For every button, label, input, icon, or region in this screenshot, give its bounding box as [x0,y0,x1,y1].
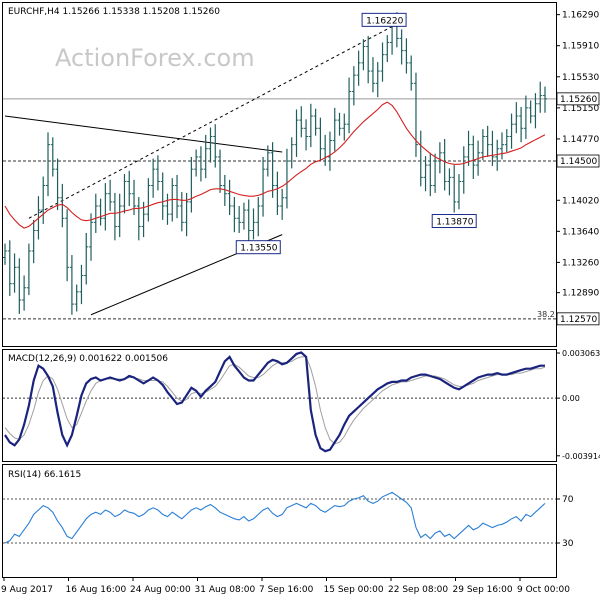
price-mark-box [556,312,600,326]
time-tick-label: 16 Aug 16:00 [66,585,127,595]
price-tick-label: 1.16290 [562,11,599,21]
price-tick-label: 1.15530 [562,73,599,83]
price-tick-label: 1.13260 [562,258,599,268]
annotation-box [431,214,477,229]
price-mark-label: 1.14500 [560,157,597,167]
price-annotation: 1.16220 [361,12,407,27]
annotation-box [235,240,281,255]
upper-dashed-trendline [28,21,401,219]
macd-title: MACD(12,26,9) 0.001622 0.001506 [8,354,168,364]
rsi-title: RSI(14) 66.1615 [8,470,81,480]
price-mark-box [556,154,600,168]
price-title: EURCHF,H4 1.15266 1.15338 1.15208 1.1526… [8,7,220,17]
price-tick-label: 1.15910 [562,42,599,52]
macd-tick-label: 0.003063 [562,349,600,358]
price-tick-label: 1.13640 [562,227,599,237]
moving-average-line [4,101,546,229]
time-tick-label: 24 Aug 00:00 [130,585,191,595]
annotation-box [361,12,407,27]
price-annotation: 1.13870 [431,214,477,229]
price-mark-box [556,92,600,106]
watermark: ActionForex.com [55,44,255,72]
descending-trendline [4,115,283,153]
macd-tick-label: -0.003914 [562,452,600,461]
rsi-panel [2,464,557,578]
price-tick-label: 1.15150 [562,104,599,114]
time-tick-label: 29 Sep 16:00 [453,585,513,595]
price-annotation: 1.13550 [235,240,281,255]
time-tick-label: 15 Sep 00:00 [324,585,384,595]
price-mark-label: 1.15260 [560,95,597,105]
rsi-tick-label: 70 [562,495,574,505]
time-tick-label: 9 Aug 2017 [1,585,53,595]
rsi-line [4,491,546,544]
macd-tick-label: 0.00 [562,394,580,403]
annotation-text: 1.16220 [366,16,403,26]
time-tick-label: 9 Oct 00:00 [517,585,570,595]
rsi-tick-label: 30 [562,539,574,549]
macd-panel [2,349,557,462]
macd-series-signal [4,356,546,445]
price-mark-label: 1.12570 [560,315,597,325]
time-tick-label: 31 Aug 08:00 [195,585,256,595]
fib-label: 38.2 [537,310,555,319]
annotation-text: 1.13550 [240,244,277,254]
time-tick-label: 22 Sep 08:00 [388,585,448,595]
price-tick-label: 1.12890 [562,289,599,299]
price-tick-label: 1.14020 [562,196,599,206]
annotation-text: 1.13870 [436,218,473,228]
price-tick-label: 1.14770 [562,135,599,145]
time-tick-label: 7 Sep 16:00 [259,585,314,595]
macd-series-macd [4,351,545,453]
